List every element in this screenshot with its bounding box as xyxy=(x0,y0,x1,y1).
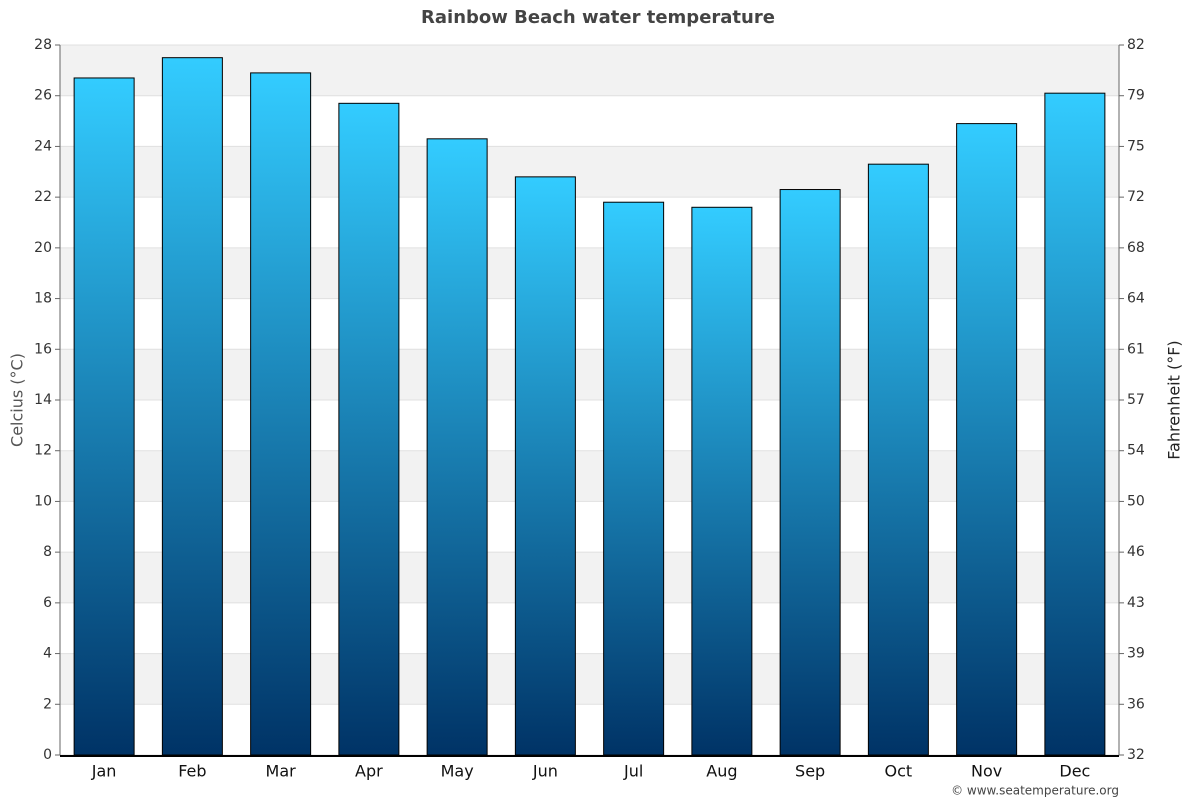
bar xyxy=(691,206,753,756)
x-tick-label: Jun xyxy=(532,762,558,781)
chart-title: Rainbow Beach water temperature xyxy=(421,7,775,28)
y2-tick-label: 46 xyxy=(1127,544,1145,560)
bar xyxy=(779,189,841,756)
x-tick-label: May xyxy=(441,762,474,781)
y-tick-label: 28 xyxy=(34,37,52,53)
credit: © www.seatemperature.org xyxy=(951,784,1119,798)
y2-axis-label: Fahrenheit (°F) xyxy=(1165,340,1184,459)
y-tick-label: 2 xyxy=(43,696,52,712)
x-tick-label: Dec xyxy=(1059,762,1090,781)
y2-tick-label: 72 xyxy=(1127,189,1145,205)
grid-band xyxy=(60,349,1119,400)
y2-tick-label: 57 xyxy=(1127,392,1145,408)
bar xyxy=(956,123,1018,756)
x-tick-label: Mar xyxy=(266,762,297,781)
x-tick-label: Oct xyxy=(885,762,913,781)
x-tick-label: Apr xyxy=(355,762,383,781)
bar xyxy=(1044,92,1106,756)
x-tick-label: Feb xyxy=(178,762,206,781)
grid-band xyxy=(60,653,1119,705)
x-tick-label: Sep xyxy=(795,762,825,781)
bar xyxy=(73,77,135,756)
y-tick-label: 26 xyxy=(34,88,52,104)
y2-tick-label: 64 xyxy=(1127,291,1145,307)
y2-tick-label: 68 xyxy=(1127,240,1145,256)
grid-band xyxy=(60,45,1119,96)
y-axis-label: Celcius (°C) xyxy=(8,353,27,447)
y2-tick-label: 39 xyxy=(1127,646,1145,662)
y2-tick-label: 32 xyxy=(1127,747,1145,763)
y2-tick-label: 43 xyxy=(1127,595,1145,611)
y2-tick-label: 54 xyxy=(1127,443,1145,459)
bar xyxy=(603,201,665,756)
x-tick-label: Jul xyxy=(623,762,643,781)
y2-tick-label: 79 xyxy=(1127,88,1145,104)
y-tick-label: 12 xyxy=(34,443,52,459)
y2-tick-label: 75 xyxy=(1127,138,1145,154)
y-tick-label: 20 xyxy=(34,240,52,256)
y-tick-label: 22 xyxy=(34,189,52,205)
bar xyxy=(338,102,400,756)
y-tick-label: 14 xyxy=(34,392,52,408)
y2-tick-label: 82 xyxy=(1127,37,1145,53)
grid-band xyxy=(60,450,1119,502)
y-tick-label: 18 xyxy=(34,291,52,307)
y-tick-label: 24 xyxy=(34,138,52,154)
y-tick-label: 16 xyxy=(34,341,52,357)
x-tick-label: Nov xyxy=(971,762,1002,781)
y-tick-label: 10 xyxy=(34,493,52,509)
y2-tick-label: 36 xyxy=(1127,696,1145,712)
y2-tick-label: 50 xyxy=(1127,493,1145,509)
bar xyxy=(426,138,488,756)
y-tick-label: 6 xyxy=(43,595,52,611)
grid-band xyxy=(60,146,1119,198)
y-tick-label: 4 xyxy=(43,646,52,662)
grid-band xyxy=(60,247,1119,299)
bar xyxy=(250,72,312,756)
x-tick-label: Jan xyxy=(91,762,117,781)
x-tick-label: Aug xyxy=(706,762,737,781)
y-tick-label: 8 xyxy=(43,544,52,560)
bar xyxy=(867,163,929,756)
bar xyxy=(161,57,223,756)
y2-tick-label: 61 xyxy=(1127,341,1145,357)
y-tick-label: 0 xyxy=(43,747,52,763)
bar xyxy=(514,176,576,756)
grid-band xyxy=(60,552,1119,603)
